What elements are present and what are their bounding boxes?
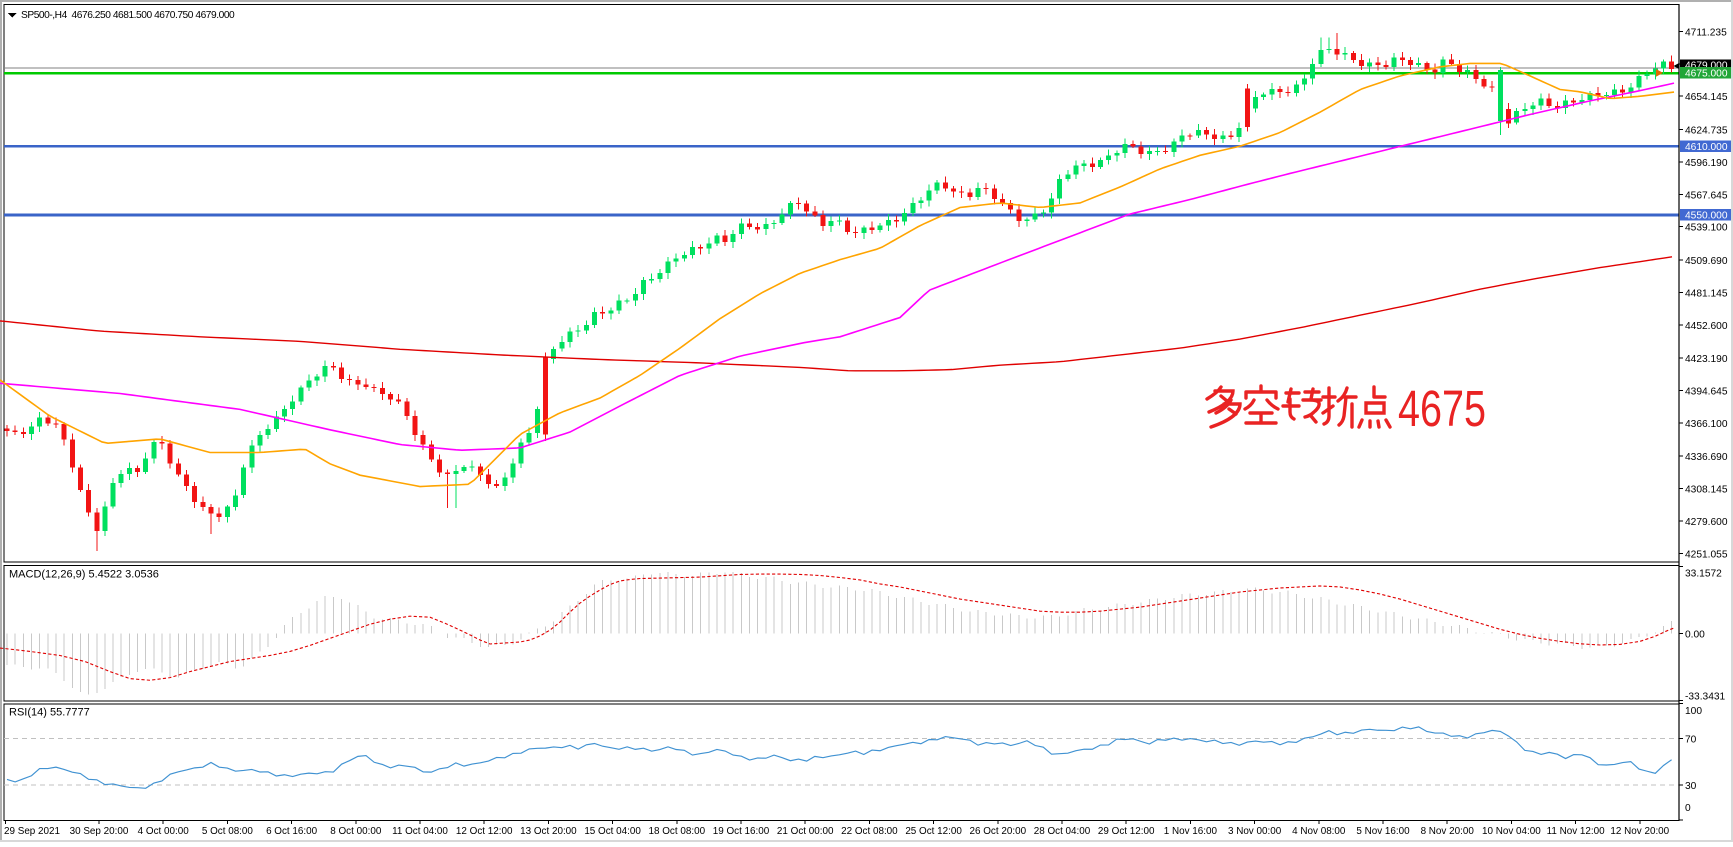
svg-text:-33.3431: -33.3431	[1685, 692, 1726, 703]
svg-text:4539.100: 4539.100	[1685, 223, 1728, 234]
svg-text:4550.000: 4550.000	[1685, 211, 1728, 222]
svg-text:4509.690: 4509.690	[1685, 256, 1728, 267]
svg-text:6 Oct 16:00: 6 Oct 16:00	[266, 826, 318, 837]
svg-text:4394.645: 4394.645	[1685, 387, 1728, 398]
svg-text:30: 30	[1685, 781, 1697, 792]
svg-text:4279.600: 4279.600	[1685, 517, 1728, 528]
svg-text:29 Sep 2021: 29 Sep 2021	[4, 826, 61, 837]
svg-text:4308.145: 4308.145	[1685, 485, 1728, 496]
svg-text:4251.055: 4251.055	[1685, 549, 1728, 560]
svg-text:13 Oct 20:00: 13 Oct 20:00	[520, 826, 577, 837]
svg-text:4336.690: 4336.690	[1685, 452, 1728, 463]
svg-text:33.1572: 33.1572	[1685, 569, 1722, 580]
svg-text:4423.190: 4423.190	[1685, 354, 1728, 365]
svg-text:4366.100: 4366.100	[1685, 419, 1728, 430]
svg-text:11 Oct 04:00: 11 Oct 04:00	[392, 826, 448, 837]
svg-text:4567.645: 4567.645	[1685, 190, 1728, 201]
svg-text:28 Oct 04:00: 28 Oct 04:00	[1034, 826, 1091, 837]
svg-text:12 Nov 20:00: 12 Nov 20:00	[1610, 826, 1669, 837]
svg-text:8 Oct 00:00: 8 Oct 00:00	[330, 826, 382, 837]
svg-text:10 Nov 04:00: 10 Nov 04:00	[1482, 826, 1541, 837]
svg-text:0.00: 0.00	[1685, 629, 1705, 640]
svg-text:4654.145: 4654.145	[1685, 92, 1728, 103]
svg-text:0: 0	[1685, 803, 1691, 814]
svg-text:100: 100	[1685, 706, 1702, 717]
svg-text:70: 70	[1685, 735, 1697, 746]
svg-text:5 Oct 08:00: 5 Oct 08:00	[202, 826, 254, 837]
svg-text:8 Nov 20:00: 8 Nov 20:00	[1421, 826, 1475, 837]
svg-text:4711.235: 4711.235	[1685, 27, 1727, 38]
svg-text:4481.145: 4481.145	[1685, 288, 1728, 299]
svg-text:1 Nov 16:00: 1 Nov 16:00	[1164, 826, 1218, 837]
svg-text:15 Oct 04:00: 15 Oct 04:00	[584, 826, 641, 837]
svg-text:21 Oct 00:00: 21 Oct 00:00	[777, 826, 834, 837]
svg-text:RSI(14) 55.7777: RSI(14) 55.7777	[9, 707, 90, 719]
svg-text:4596.190: 4596.190	[1685, 158, 1728, 169]
svg-text:4624.735: 4624.735	[1685, 126, 1728, 137]
svg-text:22 Oct 08:00: 22 Oct 08:00	[841, 826, 898, 837]
svg-text:5 Nov 16:00: 5 Nov 16:00	[1356, 826, 1410, 837]
svg-text:25 Oct 12:00: 25 Oct 12:00	[905, 826, 962, 837]
svg-text:4 Nov 08:00: 4 Nov 08:00	[1292, 826, 1346, 837]
svg-text:12 Oct 12:00: 12 Oct 12:00	[456, 826, 513, 837]
svg-text:11 Nov 12:00: 11 Nov 12:00	[1547, 826, 1606, 837]
svg-text:4452.600: 4452.600	[1685, 321, 1728, 332]
svg-text:18 Oct 08:00: 18 Oct 08:00	[649, 826, 706, 837]
svg-text:4675.000: 4675.000	[1685, 69, 1728, 80]
svg-text:29 Oct 12:00: 29 Oct 12:00	[1098, 826, 1155, 837]
svg-text:26 Oct 20:00: 26 Oct 20:00	[970, 826, 1027, 837]
svg-text:30 Sep 20:00: 30 Sep 20:00	[70, 826, 129, 837]
svg-text:4610.000: 4610.000	[1685, 142, 1728, 153]
svg-text:4679.000: 4679.000	[1685, 61, 1728, 72]
svg-text:3 Nov 00:00: 3 Nov 00:00	[1228, 826, 1282, 837]
svg-text:MACD(12,26,9) 5.4522 3.0536: MACD(12,26,9) 5.4522 3.0536	[9, 569, 159, 581]
svg-text:SP500-,H4 4676.250 4681.500 4: SP500-,H4 4676.250 4681.500 4670.750 467…	[21, 10, 235, 21]
svg-text:4675: 4675	[1398, 380, 1486, 437]
svg-text:4 Oct 00:00: 4 Oct 00:00	[138, 826, 190, 837]
svg-text:19 Oct 16:00: 19 Oct 16:00	[713, 826, 770, 837]
